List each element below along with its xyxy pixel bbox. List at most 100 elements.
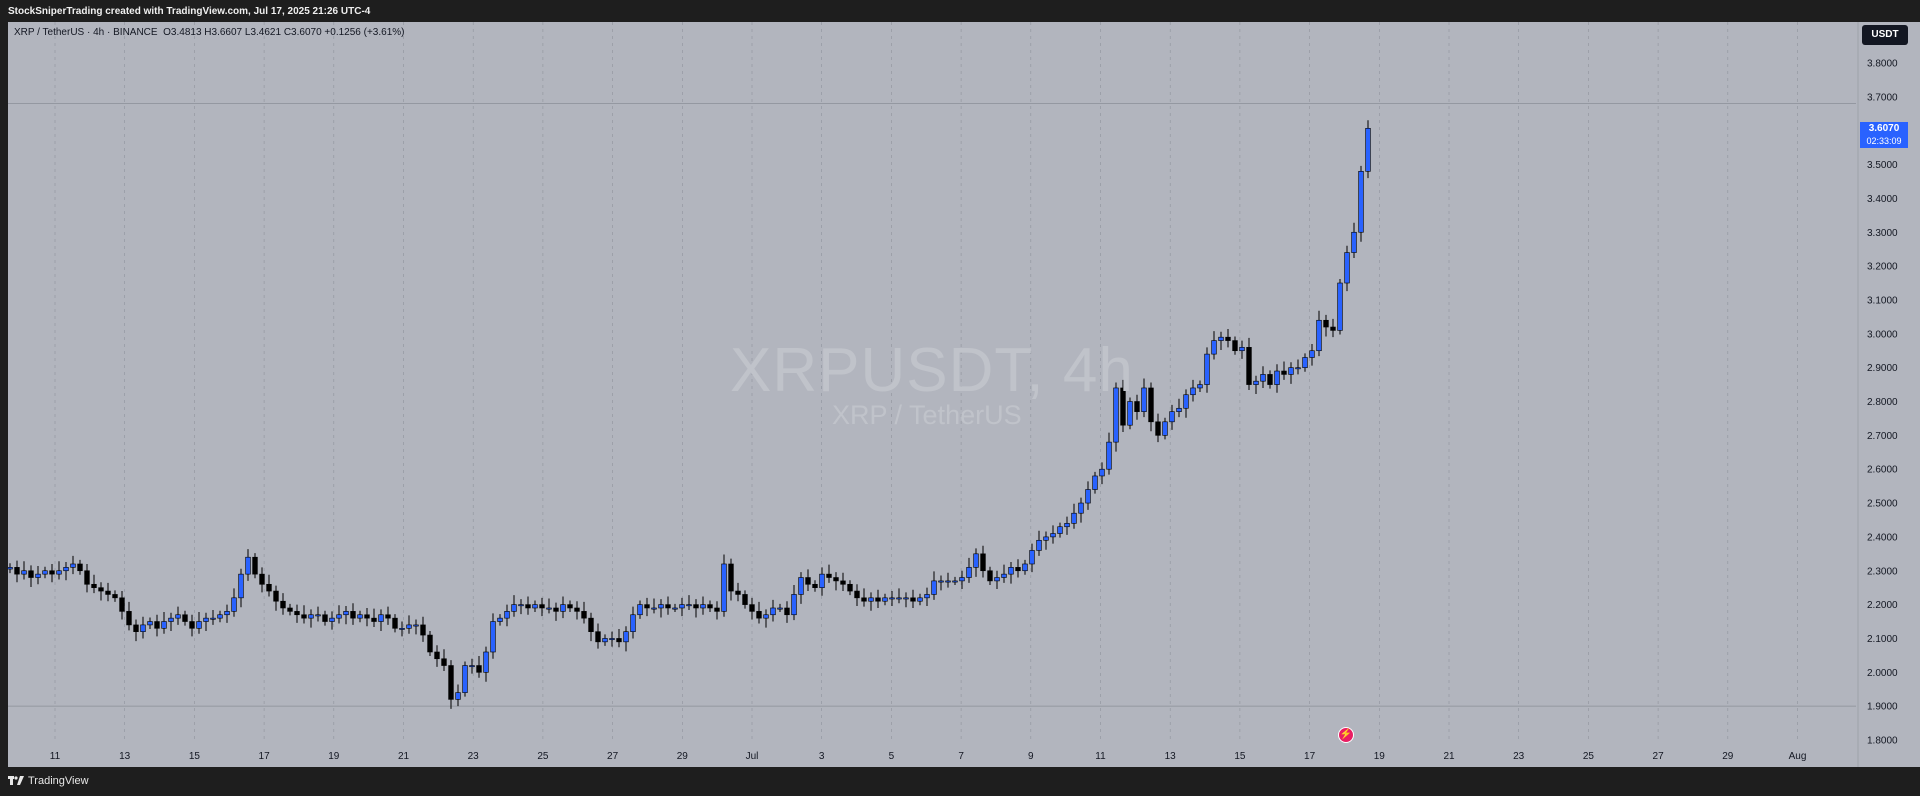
candle-body [945, 580, 951, 583]
candle-body [567, 604, 573, 609]
x-tick-label: 15 [1234, 751, 1246, 762]
candle-body [392, 617, 398, 629]
candle-body [189, 621, 195, 629]
candle-body [798, 577, 804, 595]
candle-body [497, 617, 503, 622]
x-tick-label: 7 [958, 751, 964, 762]
candle-body [1358, 171, 1364, 233]
candle-body [84, 570, 90, 585]
candle-body [623, 631, 629, 643]
candle-body [1148, 387, 1154, 423]
candle-body [1078, 502, 1084, 514]
candle-body [1043, 536, 1049, 541]
candle-body [833, 577, 839, 582]
candle-body [693, 604, 699, 609]
candle-body [959, 577, 965, 582]
candle-body [427, 634, 433, 653]
candle-body [357, 614, 363, 619]
event-marker-icon[interactable]: ⚡ [1338, 727, 1354, 743]
candle-body [294, 611, 300, 616]
candle-body [847, 583, 853, 592]
candle-body [896, 597, 902, 600]
candle-body [980, 553, 986, 572]
candle-body [805, 577, 811, 585]
candle-body [1323, 319, 1329, 328]
legend-low: L3.4621 [244, 27, 282, 38]
candle-body [1295, 367, 1301, 370]
candle-body [476, 665, 482, 673]
candle-body [70, 563, 76, 568]
x-tick-label: 29 [1722, 751, 1734, 762]
candle-body [546, 607, 552, 610]
x-tick-label: 21 [1443, 751, 1455, 762]
candle-body [931, 580, 937, 595]
candle-body [1246, 347, 1252, 385]
currency-button[interactable]: USDT [1862, 25, 1908, 45]
candlestick-chart[interactable]: 11 13 15 17 19 21 23 25 27 29 Jul 3 5 7 9 11 13 15 17 19 21 2… [8, 22, 1920, 767]
candle-body [308, 614, 314, 619]
y-tick-label: 3.4000 [1867, 194, 1898, 205]
candle-body [21, 570, 27, 575]
x-tick-label: 23 [468, 751, 480, 762]
candle-body [938, 580, 944, 583]
candle-body [1197, 384, 1203, 389]
candle-body [469, 665, 475, 668]
candle-body [448, 665, 454, 700]
candle-body [630, 614, 636, 632]
tradingview-brand[interactable]: TradingView [8, 775, 89, 787]
candle-body [378, 614, 384, 622]
y-tick-label: 1.9000 [1867, 702, 1898, 713]
candle-body [917, 597, 923, 602]
candle-body [147, 621, 153, 626]
bar-countdown: 02:33:09 [1866, 136, 1902, 146]
candle-body [1036, 539, 1042, 551]
x-tick-label: 19 [1374, 751, 1386, 762]
candle-body [112, 594, 118, 599]
legend-close: C3.6070 [283, 27, 322, 38]
symbol-watermark: XRPUSDT, 4h [730, 336, 1134, 405]
candle-body [273, 590, 279, 602]
candle-body [119, 597, 125, 612]
candle-body [266, 583, 272, 592]
candle-body [1274, 370, 1280, 385]
candle-body [1176, 407, 1182, 412]
candle-body [1365, 128, 1371, 172]
y-tick-label: 2.9000 [1867, 363, 1898, 374]
candle-body [728, 563, 734, 592]
candle-body [812, 583, 818, 588]
candle-body [1120, 387, 1126, 426]
legend-change: +0.1256 (+3.61%) [324, 27, 405, 38]
x-tick-label: 13 [119, 751, 131, 762]
candle-body [609, 638, 615, 640]
candle-body [35, 573, 41, 578]
candle-body [686, 604, 692, 607]
candle-body [1057, 526, 1063, 534]
candle-body [518, 604, 524, 607]
candle-body [203, 617, 209, 622]
candle-body [252, 556, 258, 575]
candle-body [658, 604, 664, 609]
candle-body [385, 614, 391, 619]
candle-body [637, 604, 643, 616]
y-tick-label: 3.2000 [1867, 262, 1898, 273]
candle-body [651, 607, 657, 610]
y-tick-label: 2.8000 [1867, 397, 1898, 408]
x-tick-label: 15 [189, 751, 201, 762]
x-tick-label: 17 [1304, 751, 1316, 762]
last-price-label: 3.6070 02:33:09 [1860, 122, 1908, 148]
candle-body [882, 597, 888, 602]
y-tick-label: 2.5000 [1867, 499, 1898, 510]
candle-body [259, 573, 265, 585]
candle-body [1085, 489, 1091, 504]
candle-body [42, 570, 48, 575]
chart-panel[interactable]: 11 13 15 17 19 21 23 25 27 29 Jul 3 5 7 9 11 13 15 17 19 21 2… [8, 22, 1920, 767]
candle-body [1337, 282, 1343, 331]
ohlc-legend: XRP / TetherUS · 4h · BINANCE O3.4813 H3… [14, 27, 404, 38]
candle-body [1351, 231, 1357, 253]
candle-body [1050, 533, 1056, 538]
y-tick-label: 2.4000 [1867, 532, 1898, 543]
x-tick-label: 27 [607, 751, 619, 762]
candle-body [1316, 319, 1322, 352]
y-tick-label: 2.3000 [1867, 566, 1898, 577]
bottom-bar: TradingView [0, 767, 1920, 796]
